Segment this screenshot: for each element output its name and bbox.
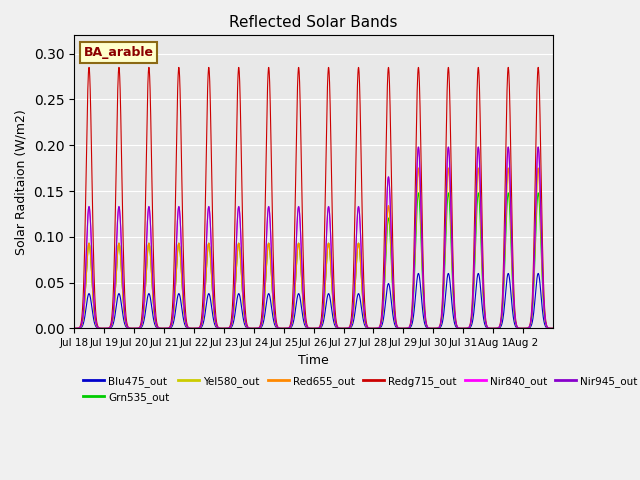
Text: BA_arable: BA_arable [84,46,154,59]
X-axis label: Time: Time [298,354,329,367]
Legend: Blu475_out, Grn535_out, Yel580_out, Red655_out, Redg715_out, Nir840_out, Nir945_: Blu475_out, Grn535_out, Yel580_out, Red6… [79,372,640,407]
Title: Reflected Solar Bands: Reflected Solar Bands [229,15,398,30]
Y-axis label: Solar Raditaion (W/m2): Solar Raditaion (W/m2) [15,109,28,255]
